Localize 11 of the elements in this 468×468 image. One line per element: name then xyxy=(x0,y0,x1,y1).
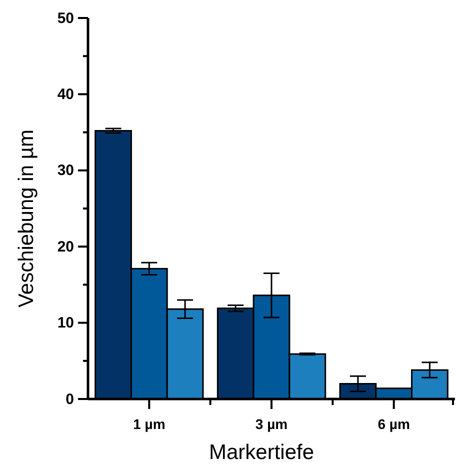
y-tick-label: 40 xyxy=(57,86,74,103)
x-axis-title: Markertiefe xyxy=(208,441,314,464)
y-tick-label: 50 xyxy=(57,10,74,27)
x-tick-label: 3 µm xyxy=(255,416,288,432)
y-tick-label: 10 xyxy=(57,314,74,332)
y-axis-title: Veschiebung in µm xyxy=(15,130,38,308)
y-tick-label: 30 xyxy=(57,162,74,180)
x-tick-label: 1 µm xyxy=(133,416,166,432)
y-tick-label: 20 xyxy=(57,238,74,256)
x-tick-label: 6 µm xyxy=(378,416,410,432)
y-tick-label: 0 xyxy=(66,390,74,408)
